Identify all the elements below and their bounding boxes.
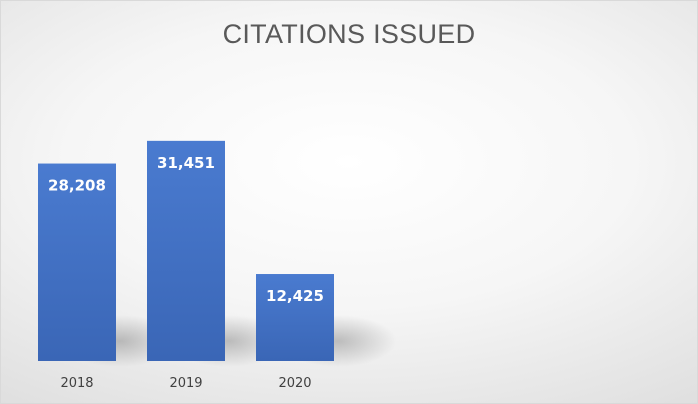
data-label-2019: 31,451 — [157, 154, 215, 172]
bar-2019 — [147, 140, 225, 361]
data-labels: 28,208 31,451 12,425 — [48, 154, 324, 305]
x-tick-label-2018: 2018 — [60, 376, 93, 391]
x-axis-tick-labels: 2018 2019 2020 — [60, 376, 311, 391]
bar-2020 — [256, 274, 334, 361]
chart-title: CITATIONS ISSUED — [222, 19, 476, 49]
bar-2018 — [38, 163, 116, 361]
data-label-2020: 12,425 — [266, 287, 324, 305]
data-label-2018: 28,208 — [48, 177, 106, 195]
x-tick-label-2019: 2019 — [169, 376, 202, 391]
bars — [38, 140, 334, 361]
x-tick-label-2020: 2020 — [278, 376, 311, 391]
